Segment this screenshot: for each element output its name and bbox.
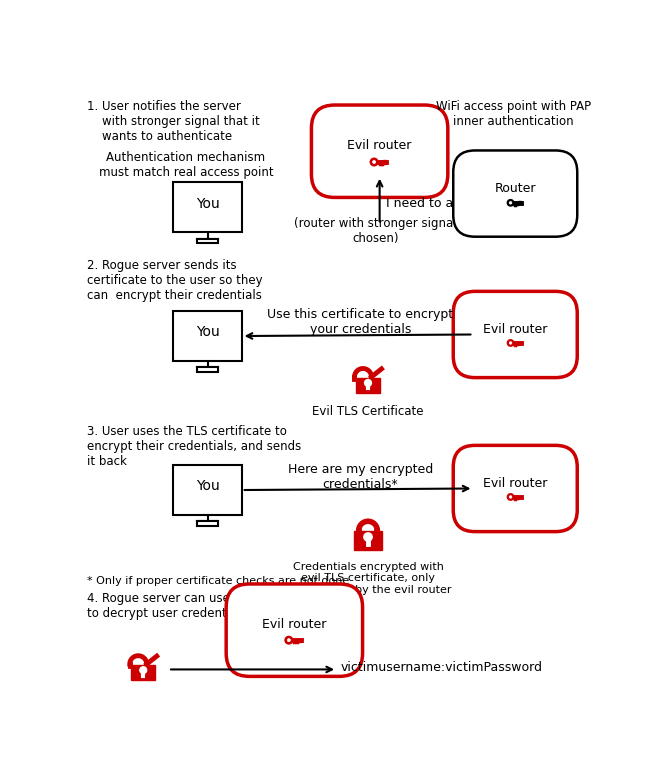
Bar xyxy=(292,654,296,668)
Bar xyxy=(513,356,517,372)
Text: WiFi access point with PAP
inner authentication: WiFi access point with PAP inner authent… xyxy=(436,100,592,128)
Circle shape xyxy=(507,494,514,500)
Circle shape xyxy=(509,202,512,204)
Circle shape xyxy=(372,160,376,164)
Circle shape xyxy=(509,342,512,344)
Text: * Only if proper certificate checks are not done: * Only if proper certificate checks are … xyxy=(88,576,350,587)
Text: Evil router: Evil router xyxy=(483,477,547,489)
Bar xyxy=(174,465,242,515)
Text: victimusername:victimPassword: victimusername:victimPassword xyxy=(341,661,543,674)
Circle shape xyxy=(285,636,292,644)
Circle shape xyxy=(140,667,147,674)
Bar xyxy=(197,521,218,526)
Text: (router with stronger signal
chosen): (router with stronger signal chosen) xyxy=(294,217,457,245)
Text: 1. User notifies the server
    with stronger signal that it
    wants to authen: 1. User notifies the server with stronge… xyxy=(88,100,260,143)
Bar xyxy=(197,238,218,243)
Circle shape xyxy=(287,639,291,642)
Text: Evil router: Evil router xyxy=(262,618,326,630)
Text: 4. Rogue server can use its own key
to decrypt user credentials: 4. Rogue server can use its own key to d… xyxy=(88,593,301,620)
Bar xyxy=(518,342,521,344)
Circle shape xyxy=(370,158,378,166)
Bar xyxy=(513,510,517,526)
Text: 3. User uses the TLS certificate to
encrypt their credentials, and sends
it back: 3. User uses the TLS certificate to encr… xyxy=(88,425,302,467)
FancyBboxPatch shape xyxy=(226,584,363,676)
Circle shape xyxy=(509,495,512,499)
FancyBboxPatch shape xyxy=(311,105,448,197)
Bar xyxy=(197,367,218,372)
Text: Evil router: Evil router xyxy=(348,139,412,152)
Text: Credentials encrypted with
evil TLS certificate, only
decryptable by the evil ro: Credentials encrypted with evil TLS cert… xyxy=(285,562,451,595)
Text: You: You xyxy=(196,479,220,493)
Text: You: You xyxy=(196,325,220,339)
Bar xyxy=(131,665,155,680)
Bar xyxy=(518,202,521,204)
Text: You: You xyxy=(196,196,220,210)
Bar xyxy=(174,311,242,361)
Bar xyxy=(298,639,301,642)
Text: Evil router: Evil router xyxy=(483,323,547,336)
Bar xyxy=(354,530,382,550)
Bar xyxy=(513,215,517,231)
Circle shape xyxy=(364,533,372,541)
Bar xyxy=(383,160,386,164)
Circle shape xyxy=(507,199,514,206)
Text: 2. Rogue server sends its
certificate to the user so they
can  encrypt their cre: 2. Rogue server sends its certificate to… xyxy=(88,259,263,302)
FancyBboxPatch shape xyxy=(453,291,577,378)
Bar xyxy=(518,495,521,499)
Text: Authentication mechanism
must match real access point: Authentication mechanism must match real… xyxy=(99,151,273,179)
Text: I need to authenticate: I need to authenticate xyxy=(386,197,525,210)
Bar xyxy=(377,174,382,190)
Text: Here are my encrypted
credentials*: Here are my encrypted credentials* xyxy=(287,463,433,491)
Text: Router: Router xyxy=(495,182,536,195)
Circle shape xyxy=(365,379,371,386)
Bar xyxy=(174,182,242,232)
Bar xyxy=(356,378,380,393)
Text: Use this certificate to encrypt
your credentials: Use this certificate to encrypt your cre… xyxy=(267,308,453,337)
Text: Evil TLS Certificate: Evil TLS Certificate xyxy=(312,405,424,418)
FancyBboxPatch shape xyxy=(453,150,577,237)
FancyBboxPatch shape xyxy=(453,446,577,531)
Circle shape xyxy=(507,340,514,346)
